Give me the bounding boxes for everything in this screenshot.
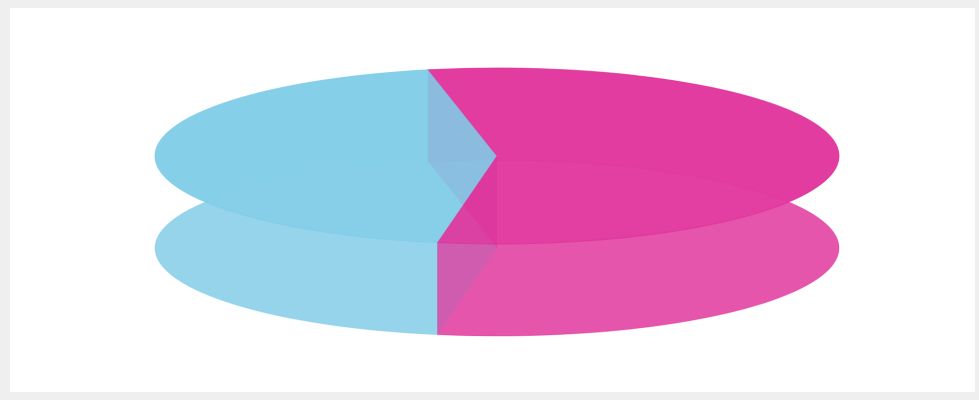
slice-top [154, 69, 498, 244]
chart [154, 67, 840, 337]
slice-top [427, 67, 840, 245]
chart-panel [10, 8, 975, 392]
